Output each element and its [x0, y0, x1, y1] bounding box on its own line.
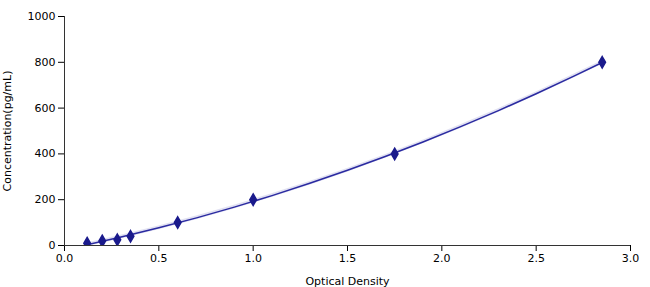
svg-text:800: 800	[35, 56, 56, 69]
svg-text:Concentration(pg/mL): Concentration(pg/mL)	[1, 71, 14, 192]
svg-text:1.5: 1.5	[339, 252, 357, 265]
svg-text:3.0: 3.0	[622, 252, 640, 265]
svg-text:0: 0	[49, 239, 56, 252]
svg-text:2.0: 2.0	[433, 252, 451, 265]
svg-text:1000: 1000	[28, 10, 56, 23]
svg-text:0.0: 0.0	[56, 252, 74, 265]
svg-text:0.5: 0.5	[150, 252, 168, 265]
svg-text:2.5: 2.5	[527, 252, 545, 265]
svg-text:400: 400	[35, 147, 56, 160]
svg-text:600: 600	[35, 102, 56, 115]
svg-text:200: 200	[35, 193, 56, 206]
svg-text:1.0: 1.0	[244, 252, 262, 265]
svg-text:Optical Density: Optical Density	[305, 275, 390, 287]
